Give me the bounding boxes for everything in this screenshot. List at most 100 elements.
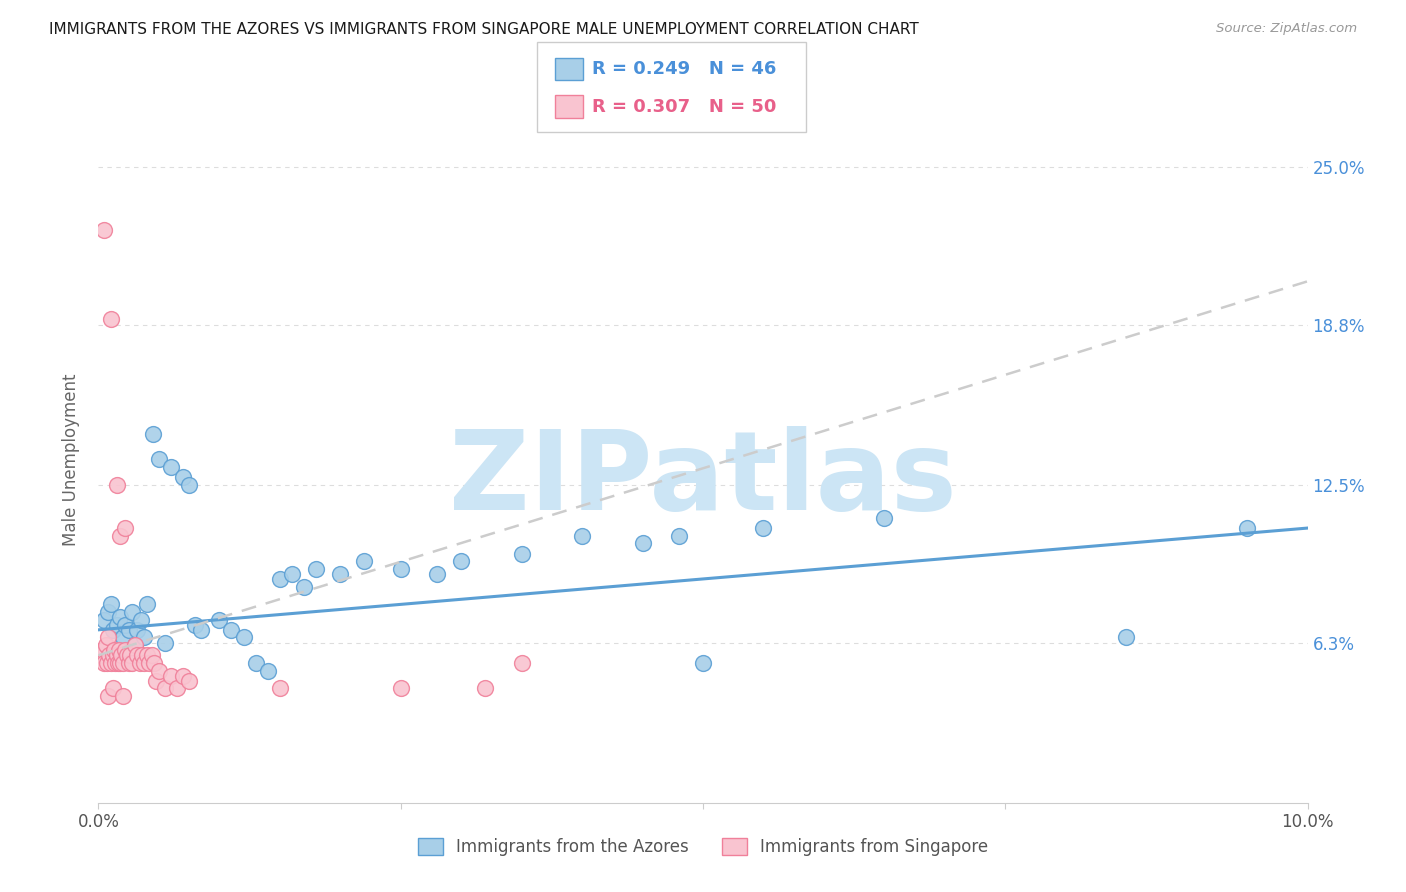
Point <box>138 656 160 670</box>
Point <box>111 689 134 703</box>
Point <box>179 673 201 688</box>
Point <box>571 529 593 543</box>
Point <box>93 613 115 627</box>
Point <box>135 648 157 663</box>
Point <box>135 598 157 612</box>
Point <box>111 656 134 670</box>
Point <box>172 470 194 484</box>
Point <box>153 635 176 649</box>
Point <box>114 643 136 657</box>
Point <box>108 610 131 624</box>
Point <box>426 566 449 581</box>
Point <box>232 631 254 645</box>
Point <box>97 605 120 619</box>
Point <box>107 656 129 670</box>
Point <box>184 617 207 632</box>
Point <box>668 529 690 543</box>
Point <box>90 648 112 663</box>
Point <box>292 580 315 594</box>
Point <box>245 656 267 670</box>
Point <box>100 312 122 326</box>
Point <box>127 623 149 637</box>
Point <box>510 547 533 561</box>
Text: R = 0.307   N = 50: R = 0.307 N = 50 <box>592 98 776 116</box>
Point <box>129 613 152 627</box>
Point <box>389 681 412 696</box>
Point <box>281 566 304 581</box>
Point <box>450 554 472 568</box>
Point <box>269 572 291 586</box>
Point <box>114 521 136 535</box>
Point <box>131 648 153 663</box>
Point <box>631 536 654 550</box>
Point <box>873 511 896 525</box>
Point <box>105 648 128 663</box>
Point <box>256 664 278 678</box>
Point <box>118 648 141 663</box>
Point <box>142 426 165 441</box>
Point <box>124 638 146 652</box>
Point <box>134 631 156 645</box>
Point <box>172 668 194 682</box>
Text: R = 0.249   N = 46: R = 0.249 N = 46 <box>592 60 776 78</box>
Point <box>101 648 124 663</box>
Text: IMMIGRANTS FROM THE AZORES VS IMMIGRANTS FROM SINGAPORE MALE UNEMPLOYMENT CORREL: IMMIGRANTS FROM THE AZORES VS IMMIGRANTS… <box>49 22 920 37</box>
Point <box>148 452 170 467</box>
Point <box>1236 521 1258 535</box>
Point <box>127 648 149 663</box>
Point <box>105 617 128 632</box>
Point <box>166 681 188 696</box>
Point <box>118 623 141 637</box>
Point <box>108 643 131 657</box>
Legend: Immigrants from the Azores, Immigrants from Singapore: Immigrants from the Azores, Immigrants f… <box>411 831 995 863</box>
Point <box>114 617 136 632</box>
Point <box>221 623 243 637</box>
Point <box>179 478 201 492</box>
Point <box>101 623 124 637</box>
Point <box>389 562 412 576</box>
Point <box>91 643 114 657</box>
Point <box>118 656 141 670</box>
Point <box>143 656 166 670</box>
Point <box>97 689 120 703</box>
Point <box>94 638 117 652</box>
Text: Source: ZipAtlas.com: Source: ZipAtlas.com <box>1216 22 1357 36</box>
Point <box>124 638 146 652</box>
Point <box>100 598 122 612</box>
Point <box>353 554 375 568</box>
Point <box>329 566 352 581</box>
Point <box>145 673 167 688</box>
Point <box>121 605 143 619</box>
Point <box>97 631 120 645</box>
Point <box>148 664 170 678</box>
Point <box>269 681 291 696</box>
Point <box>190 623 212 637</box>
Point <box>160 460 183 475</box>
Point <box>108 656 131 670</box>
Point <box>1115 631 1137 645</box>
Point <box>98 648 121 663</box>
Point <box>134 656 156 670</box>
Point <box>100 656 122 670</box>
Point <box>103 643 125 657</box>
Point <box>128 656 150 670</box>
Point <box>111 631 134 645</box>
Point <box>93 656 115 670</box>
Point <box>752 521 775 535</box>
Point <box>110 648 132 663</box>
Point <box>305 562 328 576</box>
Point <box>101 681 124 696</box>
Point <box>510 656 533 670</box>
Point <box>93 223 115 237</box>
Point <box>153 681 176 696</box>
Point <box>96 656 118 670</box>
Y-axis label: Male Unemployment: Male Unemployment <box>62 373 80 546</box>
Point <box>104 656 127 670</box>
Point <box>117 648 139 663</box>
Point <box>108 529 131 543</box>
Point <box>105 478 128 492</box>
Point <box>692 656 714 670</box>
Point <box>121 656 143 670</box>
Point <box>141 648 163 663</box>
Point <box>160 668 183 682</box>
